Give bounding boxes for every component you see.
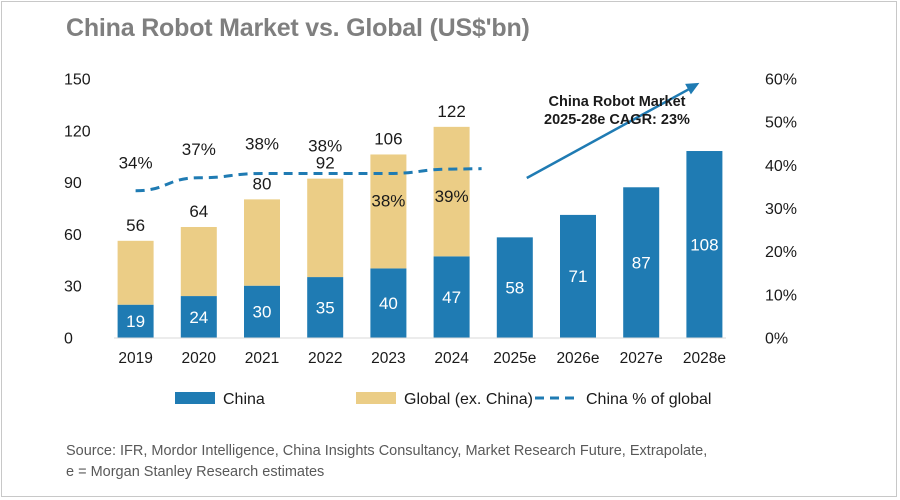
bar-china <box>180 296 217 338</box>
data-label-china: 30 <box>253 303 272 322</box>
y-left-tick-label: 0 <box>64 331 73 348</box>
bar-global-ex-china <box>117 240 154 305</box>
data-label-total: 80 <box>253 174 272 193</box>
x-tick-label: 2028e <box>683 350 726 367</box>
y-right-tick-label: 60% <box>765 72 797 89</box>
legend-label-global: Global (ex. China) <box>404 391 533 408</box>
legend-label-pct: China % of global <box>586 391 711 408</box>
x-tick-label: 2024 <box>434 350 469 367</box>
y-right-tick-label: 50% <box>765 115 797 132</box>
data-label-china: 87 <box>632 253 651 272</box>
x-tick-label: 2020 <box>182 350 217 367</box>
data-label-china: 47 <box>442 288 461 307</box>
data-label-pct: 39% <box>435 187 469 206</box>
bar-china <box>496 237 533 338</box>
data-label-pct: 38% <box>371 191 405 210</box>
data-label-pct: 38% <box>245 134 279 153</box>
data-label-china: 71 <box>569 267 588 286</box>
bar-china <box>117 304 154 338</box>
source-line-1: Source: IFR, Mordor Intelligence, China … <box>66 443 708 459</box>
bar-china <box>370 268 407 338</box>
bar-china <box>244 285 280 338</box>
x-tick-label: 2027e <box>620 350 663 367</box>
data-label-pct: 37% <box>182 140 216 159</box>
y-left-tick-label: 150 <box>64 72 91 89</box>
cagr-annotation-line-1: China Robot Market <box>549 94 686 110</box>
y-right-tick-label: 20% <box>765 244 797 261</box>
y-right-tick-label: 30% <box>765 201 797 218</box>
y-right-tick-label: 10% <box>765 287 797 304</box>
bar-global-ex-china <box>180 226 217 297</box>
y-left-tick-label: 60 <box>64 227 82 244</box>
bar-global-ex-china <box>370 154 407 269</box>
data-label-china: 19 <box>126 312 145 331</box>
source-line-2: e = Morgan Stanley Research estimates <box>66 464 325 480</box>
bar-global-ex-china <box>307 178 344 278</box>
bar-global-ex-china <box>244 199 280 286</box>
bar-global-ex-china <box>433 126 470 257</box>
bar-china <box>433 256 470 338</box>
y-left-tick-label: 120 <box>64 123 91 140</box>
data-label-pct: 38% <box>308 136 342 155</box>
line-china-pct-of-global <box>135 167 482 193</box>
data-label-china: 58 <box>505 278 524 297</box>
x-tick-label: 2021 <box>245 350 279 367</box>
data-label-china: 40 <box>379 294 398 313</box>
x-tick-label: 2025e <box>493 350 536 367</box>
data-label-total: 92 <box>316 154 335 173</box>
data-label-china: 108 <box>690 235 718 254</box>
x-tick-label: 2023 <box>371 350 405 367</box>
legend-swatch-china <box>175 392 215 404</box>
y-right-tick-label: 40% <box>765 158 797 175</box>
y-right-tick-label: 0% <box>765 331 788 348</box>
data-label-total: 64 <box>189 202 208 221</box>
x-tick-label: 2026e <box>556 350 599 367</box>
data-label-china: 24 <box>189 308 208 327</box>
chart-title: China Robot Market vs. Global (US$'bn) <box>66 14 530 42</box>
data-label-total: 106 <box>374 129 402 148</box>
y-left-tick-label: 30 <box>64 279 82 296</box>
data-label-total: 56 <box>126 216 145 235</box>
data-label-china: 35 <box>316 298 335 317</box>
cagr-arrow-head <box>685 82 700 95</box>
cagr-arrow-line <box>526 86 693 180</box>
legend-label-china: China <box>223 391 265 408</box>
cagr-annotation-line-2: 2025-28e CAGR: 23% <box>544 112 690 128</box>
x-tick-label: 2022 <box>308 350 342 367</box>
source-note: Source: IFR, Mordor Intelligence, China … <box>66 441 707 483</box>
bar-china <box>560 214 596 338</box>
bar-china <box>307 277 344 338</box>
x-tick-label: 2019 <box>118 350 152 367</box>
bar-china <box>623 187 660 338</box>
data-label-total: 122 <box>437 102 465 121</box>
data-label-pct: 34% <box>119 154 153 173</box>
bar-china <box>686 151 723 338</box>
legend-swatch-global <box>356 392 396 404</box>
y-left-tick-label: 90 <box>64 175 82 192</box>
